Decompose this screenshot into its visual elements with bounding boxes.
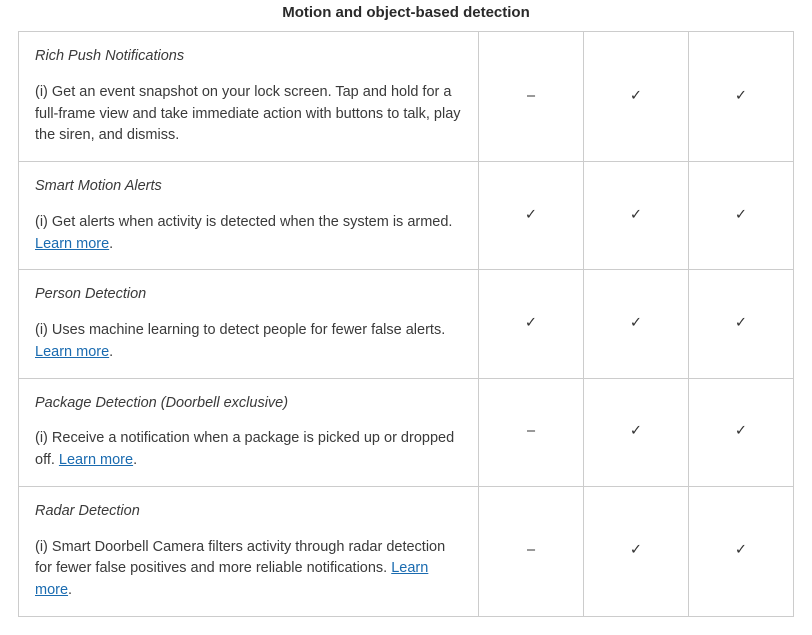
check-icon: ✓ xyxy=(584,32,689,162)
feature-description-cell: Radar Detection (i) Smart Doorbell Camera… xyxy=(19,486,479,616)
check-icon: ✓ xyxy=(584,486,689,616)
feature-description: (i) Uses machine learning to detect peop… xyxy=(35,320,462,364)
period: . xyxy=(109,344,113,360)
learn-more-link[interactable]: Learn more xyxy=(35,344,109,360)
check-icon: ✓ xyxy=(689,486,794,616)
check-icon: ✓ xyxy=(689,32,794,162)
feature-description-text: (i) Uses machine learning to detect peop… xyxy=(35,322,445,338)
feature-description-text: (i) Get alerts when activity is detected… xyxy=(35,214,452,230)
feature-description: (i) Get alerts when activity is detected… xyxy=(35,212,462,256)
section-title: Motion and object-based detection xyxy=(18,4,794,21)
table-row: Rich Push Notifications (i) Get an event … xyxy=(19,32,794,162)
period: . xyxy=(109,236,113,252)
feature-title: Person Detection xyxy=(35,284,462,306)
dash-icon: – xyxy=(479,486,584,616)
feature-description: (i) Smart Doorbell Camera filters activi… xyxy=(35,537,462,602)
learn-more-link[interactable]: Learn more xyxy=(59,452,133,468)
check-icon: ✓ xyxy=(689,270,794,378)
feature-description: (i) Get an event snapshot on your lock s… xyxy=(35,82,462,147)
feature-description-text: (i) Smart Doorbell Camera filters activi… xyxy=(35,539,445,577)
check-icon: ✓ xyxy=(584,378,689,486)
period: . xyxy=(133,452,137,468)
check-icon: ✓ xyxy=(689,162,794,270)
feature-description-cell: Package Detection (Doorbell exclusive) (i… xyxy=(19,378,479,486)
period: . xyxy=(68,582,72,598)
table-row: Radar Detection (i) Smart Doorbell Camera… xyxy=(19,486,794,616)
feature-description-text: (i) Get an event snapshot on your lock s… xyxy=(35,84,461,144)
table-row: Smart Motion Alerts (i) Get alerts when a… xyxy=(19,162,794,270)
table-row: Person Detection (i) Uses machine learnin… xyxy=(19,270,794,378)
feature-description-cell: Rich Push Notifications (i) Get an event … xyxy=(19,32,479,162)
table-row: Package Detection (Doorbell exclusive) (i… xyxy=(19,378,794,486)
feature-description-cell: Person Detection (i) Uses machine learnin… xyxy=(19,270,479,378)
feature-description-cell: Smart Motion Alerts (i) Get alerts when a… xyxy=(19,162,479,270)
check-icon: ✓ xyxy=(584,162,689,270)
feature-title: Rich Push Notifications xyxy=(35,46,462,68)
feature-table: Rich Push Notifications (i) Get an event … xyxy=(18,31,794,617)
feature-table-body: Rich Push Notifications (i) Get an event … xyxy=(19,32,794,617)
check-icon: ✓ xyxy=(584,270,689,378)
check-icon: ✓ xyxy=(479,270,584,378)
check-icon: ✓ xyxy=(479,162,584,270)
dash-icon: – xyxy=(479,32,584,162)
feature-title: Radar Detection xyxy=(35,501,462,523)
feature-title: Package Detection (Doorbell exclusive) xyxy=(35,393,462,415)
learn-more-link[interactable]: Learn more xyxy=(35,236,109,252)
page-container: Motion and object-based detection Rich P… xyxy=(0,0,812,635)
dash-icon: – xyxy=(479,378,584,486)
check-icon: ✓ xyxy=(689,378,794,486)
feature-description: (i) Receive a notification when a packag… xyxy=(35,428,462,472)
feature-title: Smart Motion Alerts xyxy=(35,176,462,198)
